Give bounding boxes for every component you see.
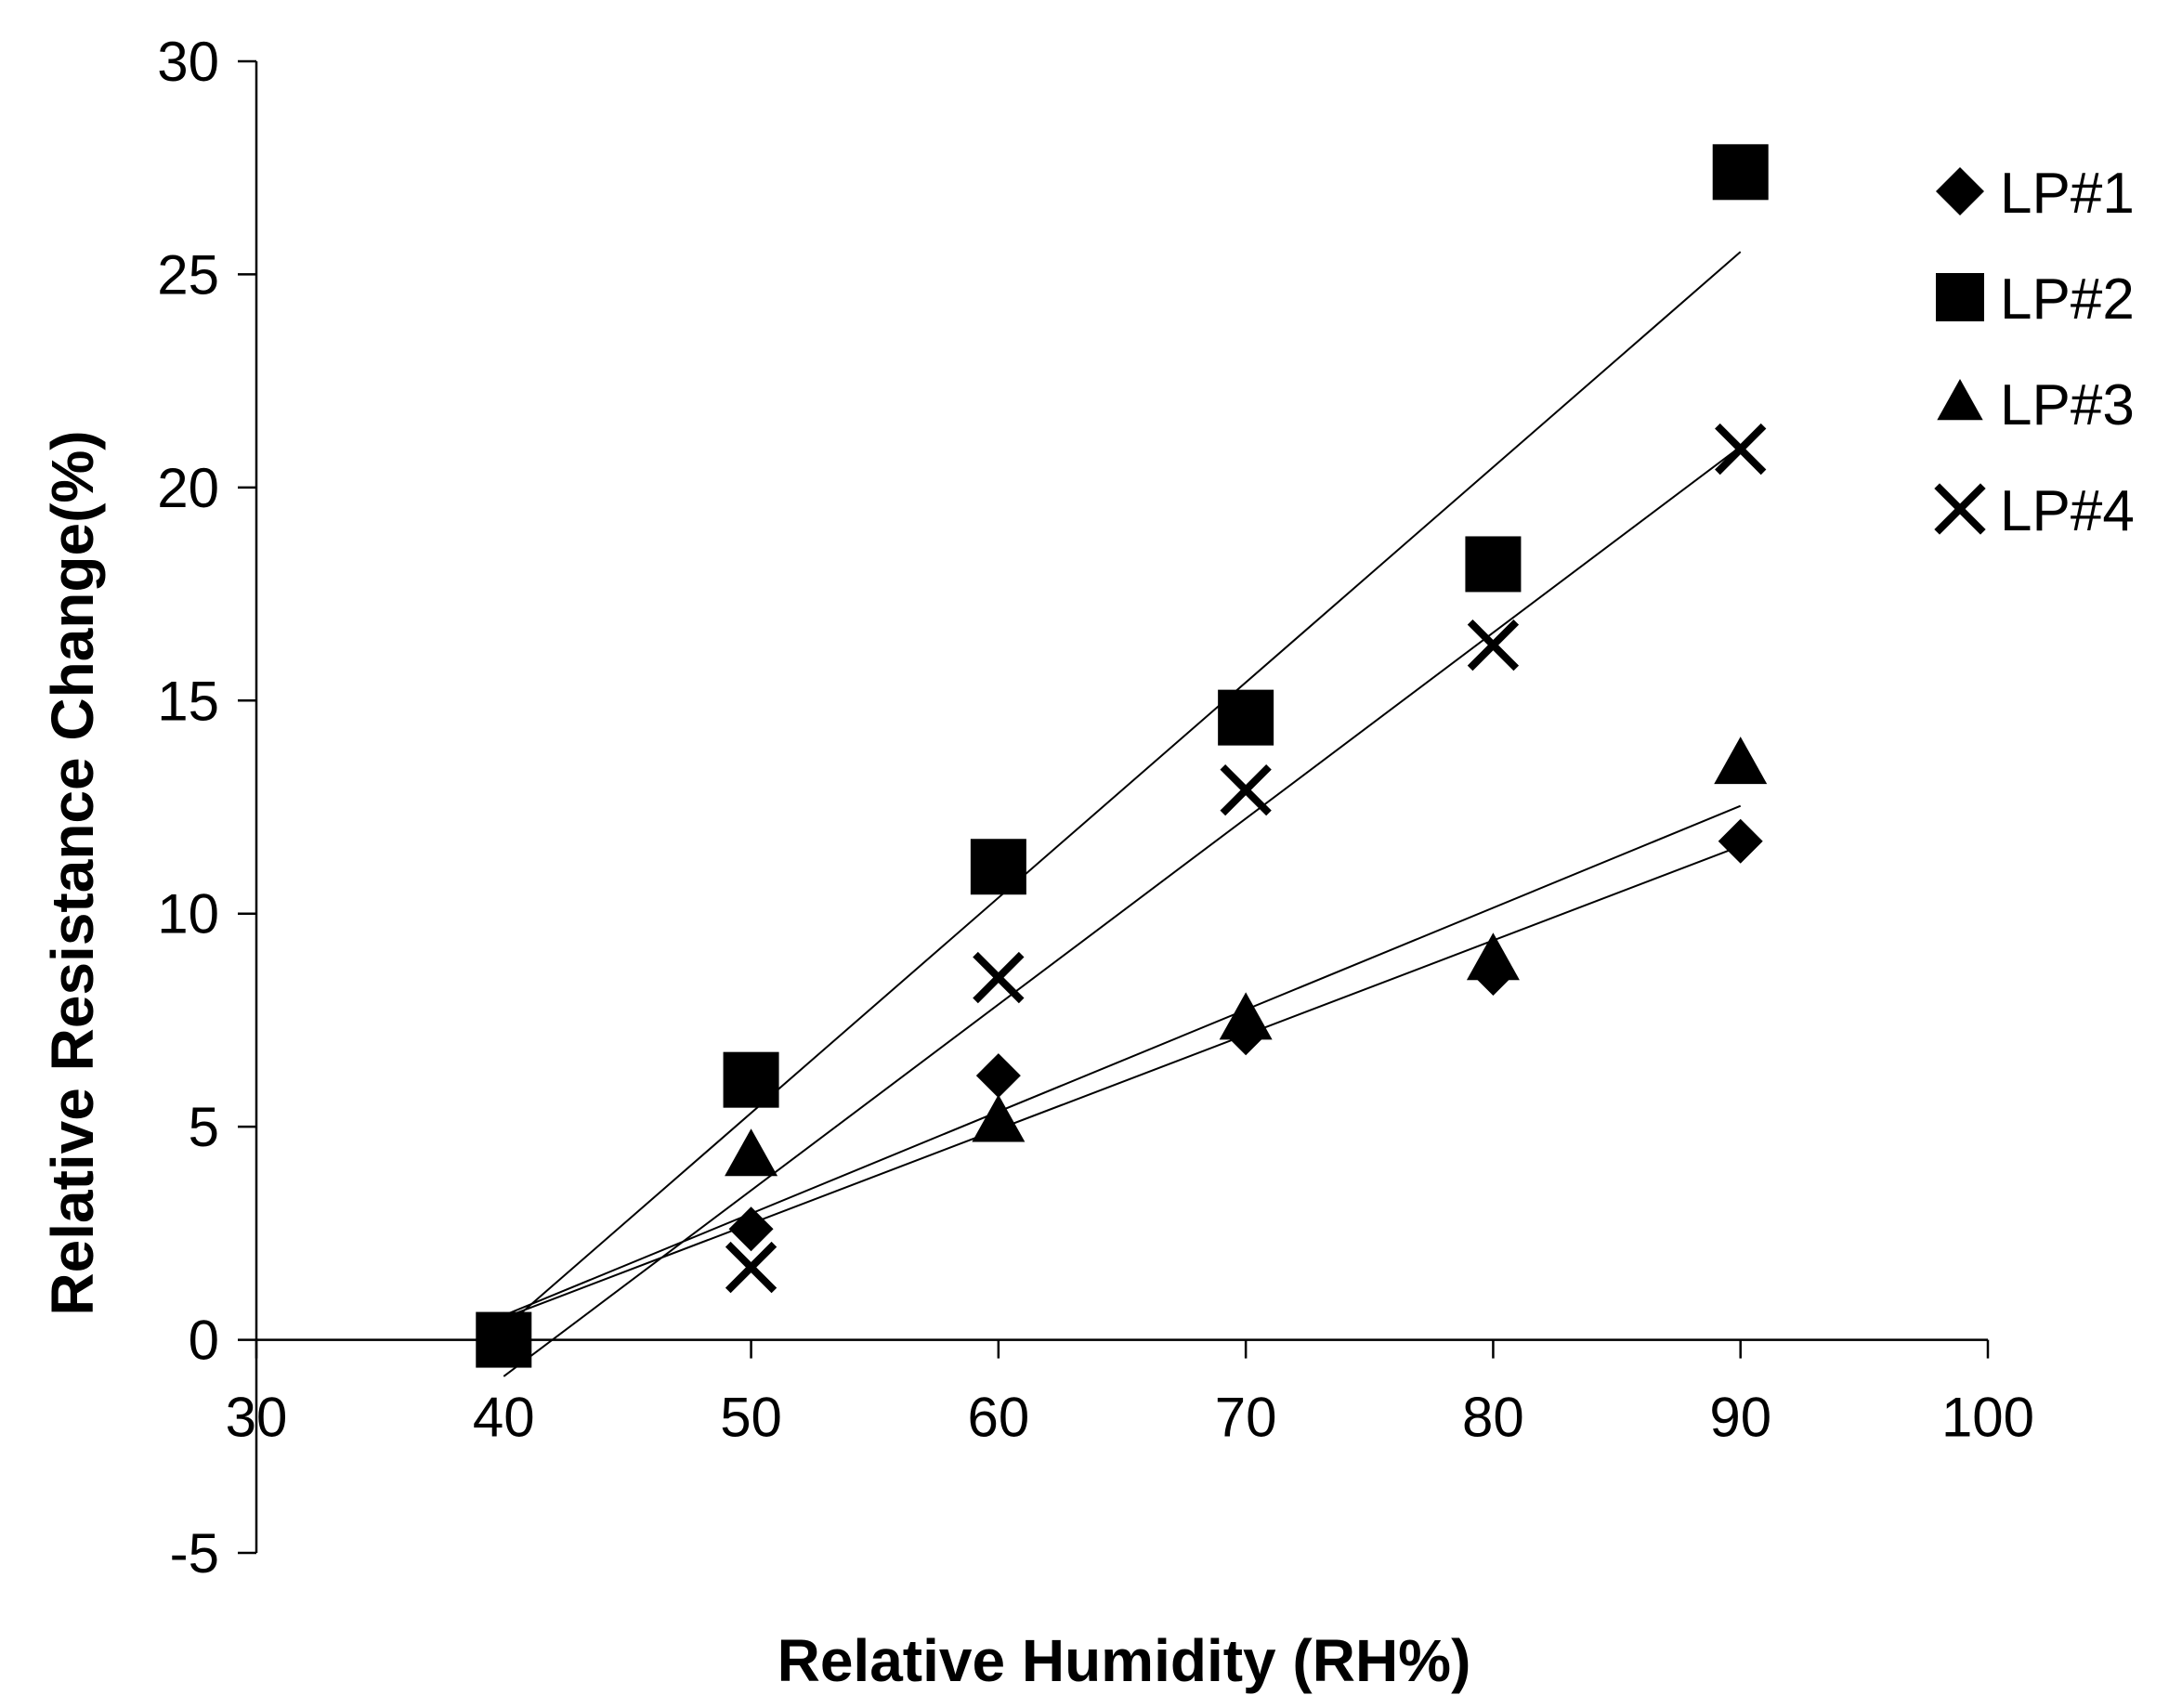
x-axis-title: Relative Humidity (RH%) bbox=[777, 1627, 1471, 1694]
y-axis-title: Relative Resistance Change(%) bbox=[39, 430, 106, 1315]
data-point-lp4 bbox=[477, 1313, 529, 1366]
legend-marker bbox=[1934, 483, 1986, 535]
data-point-lp4 bbox=[725, 1241, 777, 1294]
cross-stroke bbox=[725, 1241, 777, 1294]
legend: LP#1 LP#2 LP#3 LP#4 bbox=[1934, 162, 2135, 543]
data-point-lp1 bbox=[728, 1206, 774, 1252]
legend-item: LP#4 bbox=[1934, 479, 2135, 543]
y-tick-label: 10 bbox=[157, 883, 219, 945]
legend-item: LP#2 bbox=[1936, 267, 2135, 332]
data-point-lp4 bbox=[1715, 423, 1767, 476]
data-points bbox=[476, 144, 1769, 1368]
cross-stroke bbox=[1934, 483, 1986, 535]
data-point-lp3 bbox=[972, 1094, 1026, 1142]
data-point-lp1 bbox=[975, 1053, 1021, 1099]
data-point-lp4 bbox=[1220, 763, 1272, 816]
cross-stroke bbox=[1467, 619, 1520, 671]
data-point-lp2 bbox=[970, 839, 1026, 895]
y-tick-label: 15 bbox=[157, 670, 219, 732]
x-tick-label: 80 bbox=[1462, 1387, 1524, 1449]
x-tick-label: 50 bbox=[720, 1387, 782, 1449]
cross-stroke bbox=[973, 951, 1025, 1004]
y-tick-label: 0 bbox=[189, 1310, 219, 1372]
data-point-lp2 bbox=[723, 1051, 779, 1108]
data-point-lp3 bbox=[1714, 737, 1768, 785]
x-tick-label: 90 bbox=[1709, 1387, 1771, 1449]
x-tick-label: 40 bbox=[473, 1387, 535, 1449]
legend-item: LP#1 bbox=[1936, 162, 2135, 226]
cross-stroke bbox=[1715, 423, 1767, 476]
data-point-lp2 bbox=[1465, 536, 1522, 593]
cross-stroke bbox=[477, 1313, 529, 1366]
data-point-lp4 bbox=[1467, 619, 1520, 671]
x-tick-label: 60 bbox=[967, 1387, 1029, 1449]
y-tick-label: 25 bbox=[157, 243, 219, 306]
y-tick-label: -5 bbox=[170, 1522, 219, 1584]
legend-label: LP#3 bbox=[2000, 373, 2135, 437]
legend-marker bbox=[1936, 273, 1984, 321]
legend-label: LP#4 bbox=[2000, 479, 2135, 543]
legend-label: LP#2 bbox=[2000, 267, 2135, 332]
x-tick-label: 100 bbox=[1941, 1387, 2034, 1449]
data-point-lp1 bbox=[1470, 950, 1516, 996]
trendline bbox=[503, 845, 1742, 1319]
trendline bbox=[503, 446, 1742, 1377]
data-point-lp2 bbox=[1218, 689, 1274, 746]
legend-marker bbox=[1937, 379, 1983, 421]
x-tick-label: 70 bbox=[1215, 1387, 1277, 1449]
x-tick-label: 30 bbox=[226, 1387, 288, 1449]
trendline bbox=[503, 251, 1742, 1329]
legend-label: LP#1 bbox=[2000, 162, 2135, 226]
data-point-lp1 bbox=[1223, 1010, 1269, 1056]
data-point-lp1 bbox=[1718, 818, 1763, 864]
data-point-lp2 bbox=[1712, 144, 1769, 201]
trendline-layer bbox=[503, 251, 1742, 1377]
y-tick-label: 20 bbox=[157, 457, 219, 519]
cross-stroke bbox=[1220, 763, 1272, 816]
legend-item: LP#3 bbox=[1937, 373, 2135, 437]
tick-labels: -5 0 5 10 15 20 25 30 30 40 50 60 70 80 90 100 bbox=[157, 31, 2034, 1584]
legend-marker bbox=[1936, 167, 1984, 215]
y-tick-label: 5 bbox=[189, 1096, 219, 1158]
y-tick-label: 30 bbox=[157, 31, 219, 93]
trendline bbox=[503, 804, 1742, 1317]
data-point-lp3 bbox=[725, 1128, 778, 1177]
data-point-lp4 bbox=[973, 951, 1025, 1004]
